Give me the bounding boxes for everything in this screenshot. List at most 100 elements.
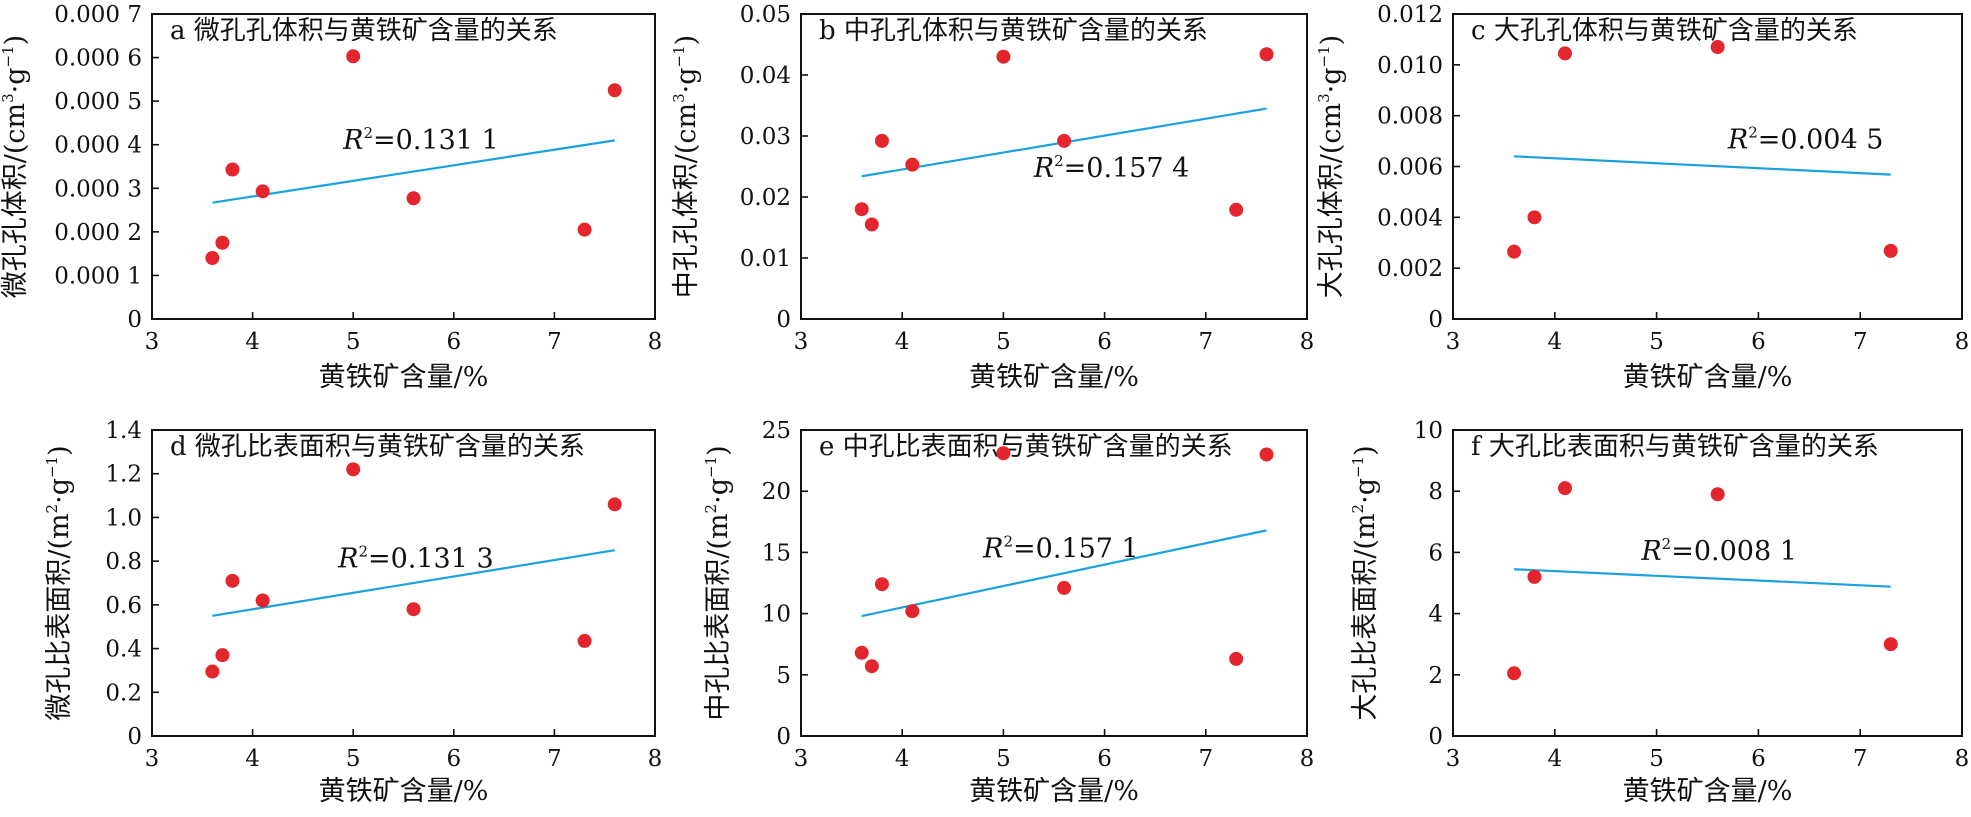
y-tick-label: 0.000 3 [54, 176, 142, 202]
y-axis-label-main: 微孔孔体积/(cm [0, 103, 31, 298]
plot-frame [151, 13, 656, 320]
panel-title: f 大孔比表面积与黄铁矿含量的关系 [1471, 432, 1879, 462]
data-point [607, 497, 622, 512]
y-axis-label-end: ) [703, 445, 734, 456]
y-tick-label: 2 [1428, 663, 1443, 689]
panel-title: e 中孔比表面积与黄铁矿含量的关系 [819, 432, 1233, 462]
x-tick-label: 5 [346, 329, 361, 355]
y-tick-label: 0.000 5 [54, 89, 142, 115]
plot-frame [800, 429, 1308, 737]
plot-frame [1452, 429, 1963, 737]
r-squared-exponent: 2 [1662, 535, 1672, 553]
r-squared-symbol: R [337, 544, 358, 575]
x-tick-label: 4 [1547, 746, 1562, 772]
x-axis-label: 黄铁矿含量/% [1623, 776, 1793, 807]
trend-line [1514, 568, 1891, 588]
y-tick-label: 4 [1428, 602, 1443, 628]
y-axis-label-main: 大孔孔体积/(cm [1316, 103, 1347, 298]
x-tick-label: 4 [245, 746, 260, 772]
y-tick-label: 0 [1428, 307, 1443, 333]
y-tick-label: 0.01 [740, 246, 791, 272]
x-tick-label: 6 [446, 746, 461, 772]
data-point [577, 633, 592, 648]
r-squared-symbol: R [1033, 153, 1054, 184]
x-tick-label: 8 [648, 746, 663, 772]
r-squared-exponent: 2 [358, 543, 368, 561]
data-point [996, 49, 1011, 64]
y-tick-label: 0.006 [1377, 155, 1443, 181]
y-axis-label-end: ) [44, 445, 75, 456]
r-squared-symbol: R [342, 125, 363, 156]
x-tick-label: 6 [1751, 329, 1766, 355]
y-axis-label-sup2: −1 [1315, 45, 1333, 67]
r-squared-exponent: 2 [363, 124, 373, 142]
y-tick-label: 1.4 [105, 418, 142, 444]
x-tick-label: 3 [794, 329, 809, 355]
r-squared-value: =0.008 1 [1671, 536, 1797, 567]
y-tick-label: 20 [762, 479, 791, 505]
data-point [1259, 447, 1274, 462]
data-point [1229, 202, 1244, 217]
data-point [607, 83, 622, 98]
chart-panel-e: 3 4 5 6 7 8 0 5 10 15 20 25 e 中孔比表面积与黄铁矿含量的关系黄铁矿含量/%… [702, 418, 1314, 807]
data-point [905, 604, 920, 619]
y-axis-label-sup1: 2 [43, 504, 61, 514]
trend-line [212, 139, 615, 204]
x-axis-label: 黄铁矿含量/% [969, 362, 1139, 393]
x-tick-label: 4 [895, 329, 910, 355]
data-point [205, 251, 220, 265]
panel-title: a 微孔孔体积与黄铁矿含量的关系 [170, 16, 558, 46]
x-tick-label: 3 [794, 746, 809, 772]
data-point [1507, 244, 1522, 259]
y-axis-label-main: 中孔比表面积/(m [703, 513, 734, 720]
r-squared-label: R2=0.131 1 [342, 124, 499, 156]
data-point [1710, 487, 1725, 502]
x-axis-label: 黄铁矿含量/% [1623, 362, 1793, 393]
y-axis-label-sup2: −1 [670, 45, 688, 67]
y-axis-label-end: ) [671, 35, 702, 46]
y-tick-label: 0 [127, 724, 142, 750]
data-point [874, 577, 889, 592]
x-tick-label: 6 [446, 329, 461, 355]
data-point [854, 202, 869, 217]
trend-line [1514, 155, 1891, 176]
data-point [1883, 243, 1898, 258]
y-tick-label: 0.2 [105, 680, 142, 706]
y-axis-label-mid: ·g [703, 478, 734, 504]
data-point [1557, 481, 1572, 496]
y-axis-label-sup2: −1 [702, 456, 720, 478]
x-tick-label: 3 [145, 329, 160, 355]
x-tick-label: 8 [1300, 329, 1315, 355]
chart-panel-b: 3 4 5 6 7 8 0 0.01 0.02 0.03 0.04 0.05 b 中孔孔体积与黄铁矿含量… [670, 2, 1314, 393]
x-tick-label: 6 [1097, 329, 1112, 355]
data-point [996, 446, 1011, 461]
data-point [1710, 40, 1725, 55]
r-squared-value: =0.004 5 [1758, 125, 1884, 156]
x-tick-label: 7 [547, 329, 562, 355]
data-point [874, 133, 889, 148]
chart-panel-a: 3 4 5 6 7 8 0 0.000 1 0.000 2 0.000 3 0.000 4 0.000… [0, 2, 662, 393]
y-axis-label-end: ) [1316, 35, 1347, 46]
chart-panel-c: 3 4 5 6 7 8 0 0.002 0.004 0.006 0.008 0.010 0.012 c 大… [1315, 2, 1969, 393]
y-tick-label: 0.02 [740, 185, 791, 211]
y-tick-label: 0.000 1 [54, 263, 142, 289]
y-tick-label: 0.03 [740, 124, 791, 150]
x-tick-label: 8 [648, 329, 663, 355]
y-tick-label: 0.6 [105, 593, 142, 619]
y-axis-label: 微孔比表面积/(m2·g−1) [43, 445, 75, 720]
panel-title: d 微孔比表面积与黄铁矿含量的关系 [170, 432, 585, 462]
y-tick-label: 0 [1428, 724, 1443, 750]
data-point [864, 217, 879, 232]
data-point [577, 222, 592, 237]
y-tick-label: 0.004 [1377, 205, 1443, 231]
y-tick-label: 0.008 [1377, 104, 1443, 130]
data-point [854, 645, 869, 660]
y-tick-label: 0.000 4 [54, 133, 142, 159]
x-tick-label: 8 [1300, 746, 1315, 772]
panel-title: b 中孔孔体积与黄铁矿含量的关系 [819, 16, 1208, 46]
y-axis-label-main: 微孔比表面积/(m [44, 513, 75, 720]
y-tick-label: 15 [762, 540, 791, 566]
y-axis-label-sup1: 3 [0, 93, 17, 103]
